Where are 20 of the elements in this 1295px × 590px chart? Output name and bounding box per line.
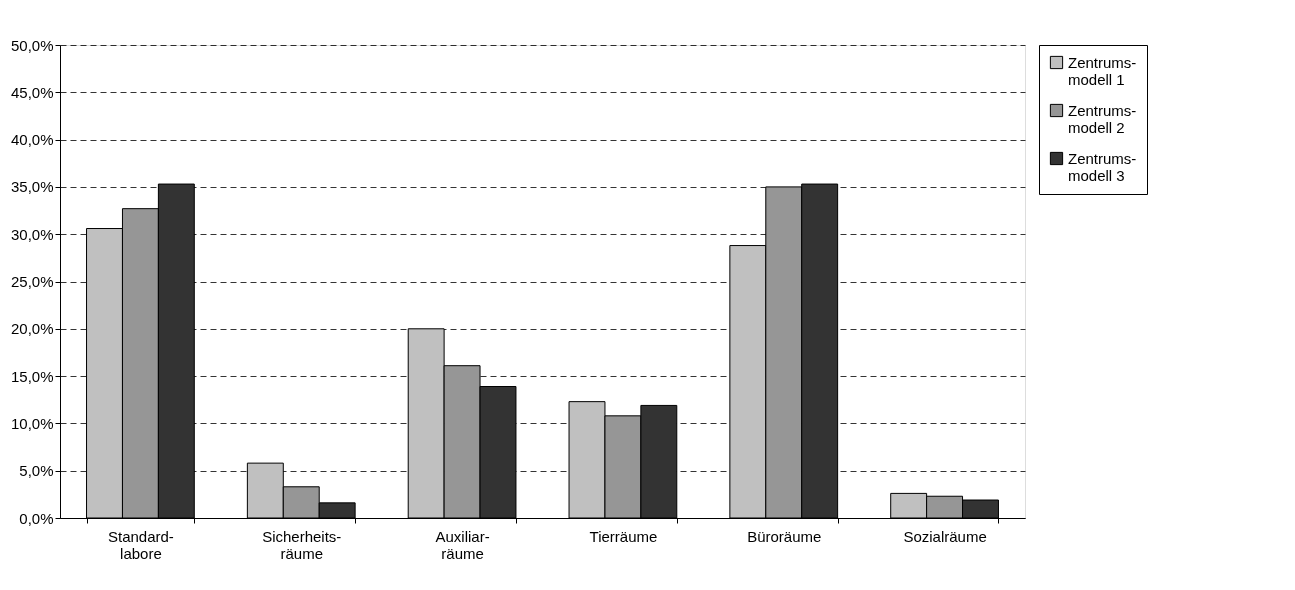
- y-tick-label: 10,0%: [10, 414, 54, 432]
- legend-label: Zentrums- modell 1: [1068, 53, 1137, 88]
- legend-label: Zentrums- modell 2: [1068, 101, 1137, 136]
- y-tick-label: 35,0%: [10, 178, 54, 196]
- x-tick-label: Büroräume: [747, 527, 822, 545]
- y-tick-label: 45,0%: [10, 83, 54, 101]
- x-tick-label: Standard- labore: [107, 527, 174, 562]
- x-tick-label: Sozialräume: [903, 527, 987, 545]
- y-tick-label: 20,0%: [10, 320, 54, 338]
- y-tick-label: 0,0%: [19, 509, 54, 527]
- x-tick-label: Tierräume: [589, 527, 658, 545]
- y-tick-label: 25,0%: [10, 273, 54, 290]
- y-tick-label: 40,0%: [10, 131, 54, 149]
- y-tick-label: 30,0%: [10, 225, 54, 243]
- y-tick-label: 5,0%: [19, 462, 54, 480]
- x-tick-label: Auxiliar- räume: [435, 527, 490, 562]
- legend-label: Zentrums- modell 3: [1068, 149, 1137, 184]
- y-tick-label: 15,0%: [10, 367, 54, 385]
- y-tick-label: 50,0%: [10, 36, 54, 54]
- x-tick-label: Sicherheits- räume: [262, 527, 342, 562]
